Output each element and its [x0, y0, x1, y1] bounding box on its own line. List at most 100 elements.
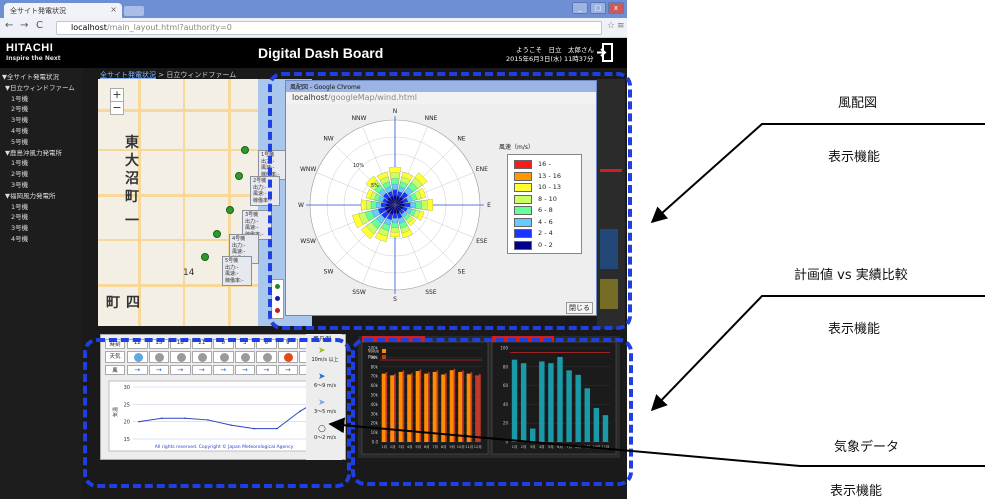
- sidebar-item-unit[interactable]: 4号機: [11, 235, 29, 243]
- temp-tick-label: 25: [124, 402, 130, 408]
- sidebar-item-unit[interactable]: 4号機: [11, 127, 29, 135]
- chart-bar: [381, 373, 387, 442]
- reload-icon[interactable]: C: [36, 20, 43, 31]
- rose-petal-segment: [387, 197, 396, 206]
- sidebar-item-site[interactable]: ▼鹿島沖風力発電所: [5, 148, 62, 157]
- rose-petal-segment: [394, 196, 400, 206]
- sidebar-item-unit[interactable]: 3号機: [11, 224, 29, 233]
- callout-weather-title: 気象データ: [834, 440, 900, 455]
- browser-tab[interactable]: 全サイト発電状況 ×: [4, 3, 122, 18]
- chart-bar: [557, 356, 563, 442]
- chart-month-label: 10月: [592, 444, 600, 449]
- temp-chart-frame: [108, 380, 340, 452]
- breadcrumb-root-link[interactable]: 全サイト発電状況: [100, 71, 156, 79]
- chart-tick-label: 70k: [371, 374, 379, 379]
- chart-bar: [398, 371, 404, 442]
- sidebar-item-unit[interactable]: 3号機: [11, 116, 29, 125]
- legend-label: 0 - 2: [538, 240, 553, 249]
- chart-month-label: 1月: [381, 444, 387, 449]
- sidebar-item-site[interactable]: ▼日立ウィンドファーム: [5, 83, 75, 92]
- maximize-button[interactable]: □: [590, 2, 606, 14]
- chart-bar: [548, 363, 554, 442]
- sidebar-item-unit[interactable]: 5号機: [11, 137, 29, 146]
- turbine-popup-line: 出力:-: [253, 184, 267, 191]
- window-close-button[interactable]: x: [608, 2, 624, 14]
- turbine-popup[interactable]: 5号機 出力:- 風速:- 稼働率:-: [222, 256, 252, 286]
- chart-bar: [475, 375, 481, 442]
- popup-address-bar: localhost/googleMap/wind.html: [286, 92, 596, 104]
- turbine-popup-line: 稼働率:-: [253, 197, 272, 204]
- map-zoom-out-button[interactable]: −: [110, 101, 124, 115]
- chart-bar-plan: [402, 370, 405, 442]
- chart-bar-plan: [436, 370, 439, 442]
- popup-title-bar: 風配図 - Google Chrome: [286, 81, 596, 92]
- rose-direction-label: ENE: [476, 166, 488, 173]
- rose-petal-segment: [384, 204, 396, 211]
- sidebar-item-unit[interactable]: 2号機: [11, 213, 29, 222]
- cloudy-icon: [176, 353, 186, 362]
- tab-bar: 全サイト発電状況 × _ □ x: [0, 0, 627, 18]
- wind-legend-panel: 風凡例 ➤ 10m/s 以上 ➤ 6〜9 m/s ➤ 3〜5 m/s ○ 0〜2 m/s: [306, 334, 342, 460]
- turbine-marker-1[interactable]: [241, 146, 249, 154]
- map-place-label: 四: [126, 295, 140, 311]
- highlight-plan-vs-actual: [351, 338, 633, 486]
- legend-swatch: [514, 194, 532, 204]
- temp-tick-label: 15: [124, 437, 130, 443]
- weather-cell: [191, 351, 212, 363]
- temp-tick-label: 30: [124, 385, 130, 391]
- address-bar[interactable]: localhost/main_layout.html?authority=0: [56, 21, 602, 35]
- rose-petal-segment: [394, 204, 400, 214]
- turbine-popup-line: 風速:-: [225, 271, 239, 277]
- tab-title: 全サイト発電状況: [10, 7, 66, 15]
- tab-close-icon[interactable]: ×: [110, 5, 117, 14]
- chart-tick-label: 90k: [371, 355, 379, 360]
- turbine-marker-5[interactable]: [201, 253, 209, 261]
- legend-red-dot-icon: [275, 308, 280, 313]
- sidebar-item-unit[interactable]: 1号機: [11, 94, 29, 103]
- wind-legend-label: 0〜2 m/s: [313, 435, 337, 441]
- rose-direction-label: SSE: [425, 289, 437, 296]
- chart-bar: [449, 370, 455, 442]
- bookmark-star-icon[interactable]: ☆: [607, 21, 616, 31]
- browser-menu-icon[interactable]: ≡: [617, 21, 625, 31]
- chart-month-label: 11月: [465, 444, 473, 449]
- rose-petal-segment: [393, 204, 397, 214]
- sidebar-item-site[interactable]: ▼福岡風力発電所: [5, 191, 56, 200]
- turbine-marker-4[interactable]: [213, 230, 221, 238]
- temp-point: [138, 420, 140, 423]
- rose-petal-segment: [394, 204, 404, 210]
- turbine-marker-3[interactable]: [226, 206, 234, 214]
- callout-plan-subtitle: 表示機能: [828, 322, 881, 337]
- sidebar-item-site[interactable]: ▼全サイト発電状況: [2, 73, 59, 81]
- highlight-weather: [83, 338, 351, 488]
- close-popup-button[interactable]: 閉じる: [566, 302, 593, 314]
- turbine-popup-line: 出力:-: [225, 264, 239, 271]
- sidebar-item-unit[interactable]: 2号機: [11, 170, 29, 179]
- sidebar-item-unit[interactable]: 1号機: [11, 202, 29, 211]
- legend-green-dot-icon: [275, 284, 280, 289]
- rose-direction-label: E: [487, 202, 491, 209]
- turbine-popup[interactable]: 2号機 出力:- 風速:- 稼働率:-: [250, 176, 280, 206]
- chart-bar-plan: [462, 370, 464, 442]
- chart-bar-plan: [428, 372, 430, 442]
- back-icon[interactable]: ←: [5, 20, 14, 31]
- sidebar-item-unit[interactable]: 1号機: [11, 159, 29, 168]
- new-tab-button[interactable]: [124, 6, 144, 16]
- page-title: Digital Dash Board: [258, 45, 384, 61]
- legend-swatch: [514, 183, 532, 192]
- logout-icon[interactable]: [596, 43, 614, 63]
- turbine-popup-line: 5号機: [225, 258, 239, 264]
- rose-petal-segment: [386, 200, 396, 206]
- sidebar-item-unit[interactable]: 2号機: [11, 105, 29, 114]
- map-place-label: 町: [106, 295, 120, 311]
- sidebar-item-unit[interactable]: 3号機: [11, 181, 29, 189]
- chart-bar: [407, 374, 413, 442]
- rose-petal-segment: [385, 203, 396, 207]
- forward-icon[interactable]: →: [20, 20, 29, 31]
- turbine-marker-2[interactable]: [235, 172, 243, 180]
- chart-tick-label: 60k: [371, 383, 379, 388]
- wind-legend-label: 10m/s 以上: [311, 357, 339, 363]
- chart-bar: [530, 428, 536, 442]
- chart-bar: [424, 373, 430, 442]
- minimize-button[interactable]: _: [572, 2, 588, 14]
